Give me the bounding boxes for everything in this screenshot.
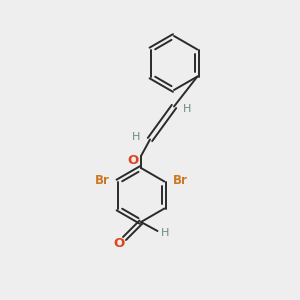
Text: Br: Br [172, 173, 188, 187]
Text: O: O [127, 154, 139, 167]
Text: Br: Br [94, 173, 110, 187]
Text: H: H [161, 227, 169, 238]
Text: H: H [183, 104, 192, 114]
Text: O: O [113, 237, 125, 250]
Text: H: H [131, 132, 140, 142]
